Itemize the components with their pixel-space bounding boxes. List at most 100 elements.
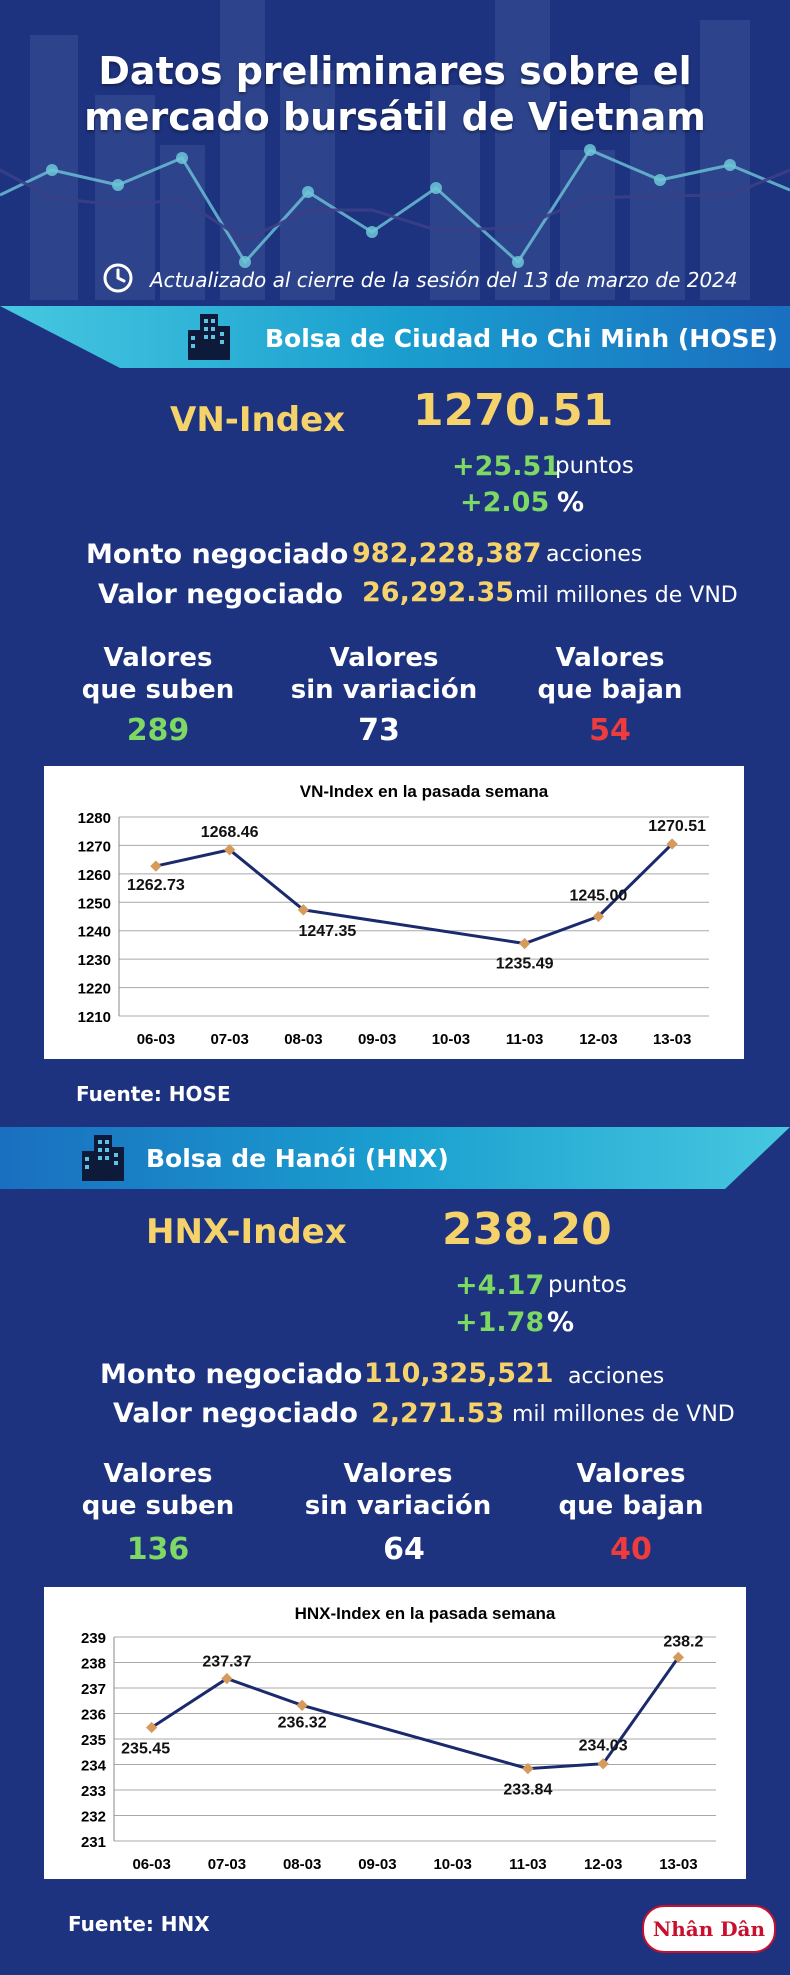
x-tick-label: 10-03 xyxy=(432,1031,470,1048)
hose-up-label: Valores que suben xyxy=(81,643,235,705)
hose-up-value: 289 xyxy=(126,713,190,748)
hnx-exchange-name: Bolsa de Hanói (HNX) xyxy=(146,1144,449,1173)
hose-value-value: 26,292.35 xyxy=(362,577,515,608)
hose-flat-value: 73 xyxy=(358,713,400,748)
data-label: 1235.49 xyxy=(496,956,554,973)
hose-value-unit: mil millones de VND xyxy=(515,583,738,608)
hnx-volume-value: 110,325,521 xyxy=(364,1358,554,1389)
series-line xyxy=(150,1656,680,1771)
y-tick-label: 231 xyxy=(81,1834,106,1851)
y-tick-label: 1250 xyxy=(78,895,111,912)
background-decoration xyxy=(0,0,790,300)
x-tick-label: 11-03 xyxy=(509,1856,547,1873)
hnx-flat-value: 64 xyxy=(383,1532,425,1567)
hose-source: Fuente: HOSE xyxy=(76,1082,231,1106)
vn-index-chart-svg: VN-Index en la pasada semana 1280 1270 1260… xyxy=(78,782,709,1048)
data-label: 238.2 xyxy=(663,1633,703,1650)
hose-volume-value: 982,228,387 xyxy=(352,538,542,569)
hose-index-value: 1270.51 xyxy=(413,385,614,436)
nhan-dan-logo[interactable]: Nhân Dân xyxy=(642,1905,776,1953)
hnx-source: Fuente: HNX xyxy=(68,1912,210,1936)
x-tick-label: 09-03 xyxy=(358,1856,396,1873)
hnx-value-unit: mil millones de VND xyxy=(512,1402,735,1427)
chart-title: VN-Index en la pasada semana xyxy=(300,782,549,801)
y-tick-label: 1230 xyxy=(78,952,111,969)
hnx-volume-label: Monto negociado xyxy=(100,1359,363,1390)
y-tick-label: 239 xyxy=(81,1630,106,1647)
hnx-up-value: 136 xyxy=(126,1532,190,1567)
chart-title: HNX-Index en la pasada semana xyxy=(295,1604,556,1623)
y-tick-label: 235 xyxy=(81,1732,106,1749)
hose-volume-unit: acciones xyxy=(546,542,643,567)
hnx-change-points: +4.17 xyxy=(455,1270,545,1301)
y-tick-label: 234 xyxy=(81,1758,107,1775)
y-tick-label: 237 xyxy=(81,1681,106,1698)
x-tick-label: 11-03 xyxy=(506,1031,544,1048)
data-label: 237.37 xyxy=(202,1654,251,1671)
building-icon xyxy=(82,1135,124,1181)
y-tick-label: 1210 xyxy=(78,1009,111,1026)
data-label: 234.03 xyxy=(579,1738,628,1755)
data-label: 235.45 xyxy=(121,1741,170,1758)
hose-change-points: +25.51 xyxy=(452,451,561,482)
data-label: 1247.35 xyxy=(298,923,356,940)
y-tick-label: 1220 xyxy=(78,981,111,998)
building-icon xyxy=(188,314,230,360)
y-tick-label: 1240 xyxy=(78,924,111,941)
y-tick-label: 1270 xyxy=(78,838,111,855)
x-tick-label: 13-03 xyxy=(659,1856,697,1873)
hose-flat-label: Valores sin variación xyxy=(290,643,478,705)
hose-volume-label: Monto negociado xyxy=(86,539,349,570)
data-point xyxy=(592,910,605,923)
hose-down-value: 54 xyxy=(589,713,631,748)
hose-index-name: VN-Index xyxy=(170,400,346,440)
data-point xyxy=(296,1699,308,1711)
update-note: Actualizado al cierre de la sesión del 1… xyxy=(150,268,738,292)
hnx-points-unit: puntos xyxy=(548,1272,627,1298)
x-tick-label: 12-03 xyxy=(584,1856,622,1873)
data-point xyxy=(518,937,531,950)
hose-down-label: Valores que bajan xyxy=(537,643,683,705)
data-label: 1262.73 xyxy=(127,877,185,894)
title-line-1: Datos preliminares sobre el xyxy=(98,49,692,93)
x-tick-label: 06-03 xyxy=(132,1856,170,1873)
hose-points-unit: puntos xyxy=(555,453,634,479)
x-tick-label: 07-03 xyxy=(208,1856,246,1873)
x-tick-label: 13-03 xyxy=(653,1031,691,1048)
hnx-flat-label: Valores sin variación xyxy=(304,1459,492,1521)
hnx-value-label: Valor negociado xyxy=(113,1398,358,1429)
data-label: 236.32 xyxy=(278,1714,327,1731)
vn-index-chart: VN-Index en la pasada semana 1280 1270 1260… xyxy=(44,766,744,1059)
y-tick-label: 232 xyxy=(81,1809,106,1826)
hnx-up-label: Valores que suben xyxy=(81,1459,235,1521)
clock-icon xyxy=(103,263,133,293)
hnx-banner xyxy=(0,1127,790,1189)
y-tick-label: 1260 xyxy=(78,867,111,884)
title-line-2: mercado bursátil de Vietnam xyxy=(84,95,706,139)
x-tick-label: 08-03 xyxy=(283,1856,321,1873)
hnx-index-name: HNX-Index xyxy=(146,1212,347,1252)
hnx-index-value: 238.20 xyxy=(442,1204,612,1255)
hnx-volume-unit: acciones xyxy=(568,1364,665,1389)
x-tick-label: 09-03 xyxy=(358,1031,396,1048)
x-tick-label: 06-03 xyxy=(137,1031,175,1048)
hnx-down-value: 40 xyxy=(610,1532,652,1567)
y-tick-label: 238 xyxy=(81,1656,106,1673)
hnx-change-pct: +1.78 xyxy=(455,1307,545,1338)
data-label: 1270.51 xyxy=(648,818,706,835)
hnx-index-chart: HNX-Index en la pasada semana 239 238 237 23… xyxy=(44,1587,746,1879)
logo-text: Nhân Dân xyxy=(652,1917,766,1941)
hose-value-label: Valor negociado xyxy=(98,579,343,610)
x-tick-label: 10-03 xyxy=(433,1856,471,1873)
hnx-pct-unit: % xyxy=(547,1307,575,1338)
y-tick-label: 1280 xyxy=(78,810,111,827)
hnx-value-value: 2,271.53 xyxy=(371,1398,505,1429)
hose-change-pct: +2.05 xyxy=(460,487,550,518)
hose-pct-unit: % xyxy=(557,487,585,518)
data-label: 1268.46 xyxy=(201,824,259,841)
x-tick-label: 08-03 xyxy=(284,1031,322,1048)
x-tick-label: 07-03 xyxy=(210,1031,248,1048)
data-label: 1245.00 xyxy=(569,888,627,905)
y-tick-label: 233 xyxy=(81,1783,106,1800)
hnx-index-chart-svg: HNX-Index en la pasada semana 239 238 237 23… xyxy=(81,1604,716,1873)
